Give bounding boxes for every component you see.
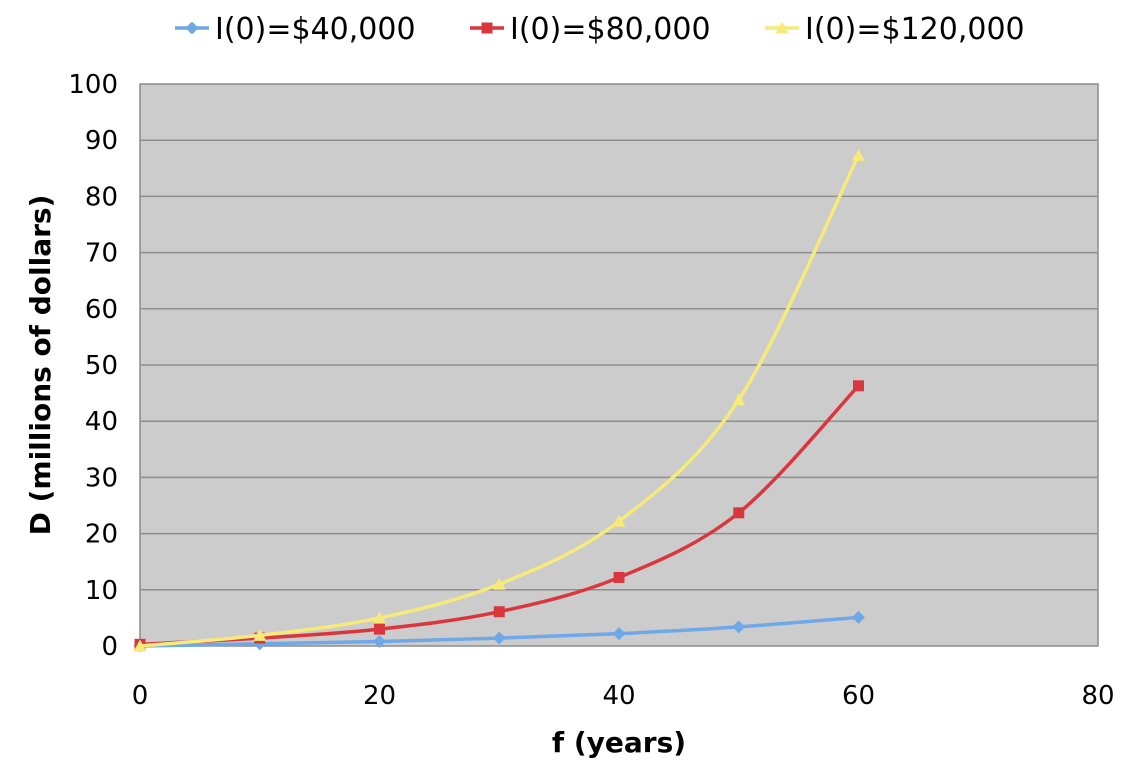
y-tick-label: 0 — [101, 632, 118, 662]
data-point — [492, 577, 506, 590]
legend-label: I(0)=$80,000 — [510, 12, 711, 47]
data-point — [133, 639, 147, 652]
y-tick-label: 10 — [85, 576, 118, 606]
data-point — [732, 393, 746, 406]
series-line — [139, 154, 861, 648]
data-point — [492, 631, 506, 645]
series-1 — [133, 610, 865, 653]
y-tick-label: 40 — [85, 407, 118, 437]
legend-item: I(0)=$120,000 — [765, 12, 1025, 47]
data-point — [373, 635, 386, 649]
legend-item: I(0)=$40,000 — [175, 12, 416, 47]
x-tick-label: 40 — [602, 681, 635, 711]
data-point — [253, 628, 267, 641]
gridlines — [140, 139, 1098, 591]
x-tick-label: 60 — [842, 681, 875, 711]
y-tick-label: 100 — [68, 70, 118, 100]
y-tick-label: 70 — [85, 239, 118, 269]
y-tick-label: 60 — [85, 295, 118, 325]
legend-item: I(0)=$80,000 — [470, 12, 711, 47]
series-3 — [133, 148, 865, 652]
y-tick-label: 30 — [85, 463, 118, 493]
legend: I(0)=$40,000 I(0)=$80,000 I(0)=$120,000 — [175, 12, 1025, 47]
legend-label: I(0)=$120,000 — [805, 12, 1025, 47]
y-axis-ticks: 0 10 20 30 40 50 60 70 80 90 100 — [68, 70, 118, 662]
data-point — [373, 611, 386, 624]
x-tick-label: 20 — [363, 681, 396, 711]
legend-label: I(0)=$40,000 — [215, 12, 416, 47]
data-point — [852, 610, 865, 624]
legend-marker — [481, 22, 493, 34]
x-axis-title: f (years) — [552, 726, 686, 759]
y-tick-label: 90 — [85, 126, 118, 156]
data-point — [493, 606, 505, 618]
data-point — [853, 380, 864, 392]
data-point — [732, 620, 746, 634]
y-tick-label: 20 — [85, 520, 118, 550]
data-point — [613, 571, 625, 583]
data-point — [374, 623, 385, 635]
y-axis-title: D (millions of dollars) — [24, 195, 57, 536]
data-point — [852, 148, 865, 161]
x-tick-label: 0 — [132, 681, 149, 711]
legend-marker — [775, 21, 789, 34]
series-layer — [133, 148, 865, 653]
data-point — [733, 507, 745, 519]
legend-marker — [185, 21, 199, 35]
y-tick-label: 50 — [85, 351, 118, 381]
y-tick-label: 80 — [85, 182, 118, 212]
data-point — [612, 514, 626, 527]
data-point — [612, 627, 626, 641]
x-tick-label: 80 — [1081, 681, 1114, 711]
x-axis-ticks: 0 20 40 60 80 — [132, 681, 1115, 711]
